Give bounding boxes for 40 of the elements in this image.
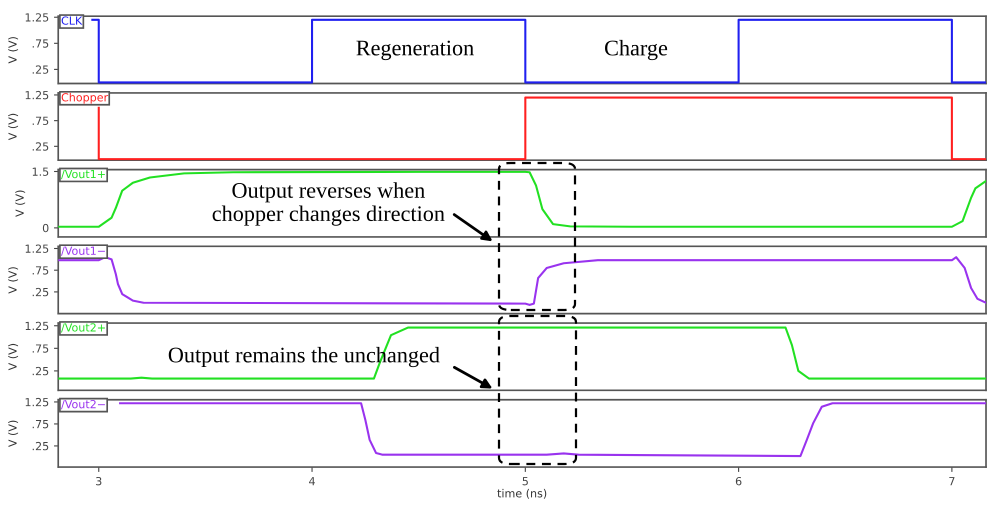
- y-axis-title: V (V): [8, 37, 18, 64]
- series-label: /Vout2−: [61, 400, 105, 410]
- y-tick-label: 1.25: [26, 90, 48, 100]
- y-tick-label: .25: [32, 65, 48, 74]
- y-tick-label: 0: [42, 224, 48, 232]
- x-tick-label: 3: [96, 476, 102, 486]
- y-tick-label: 1.25: [26, 322, 48, 330]
- y-tick-label: 1.25: [26, 244, 48, 253]
- y-tick-label: 1.25: [26, 398, 48, 406]
- y-tick-label: .75: [32, 420, 48, 428]
- annotation: Charge: [605, 40, 668, 60]
- series-label: /Vout1−: [61, 246, 105, 256]
- y-axis-title: V (V): [8, 420, 18, 448]
- series-label: Chopper: [62, 92, 108, 104]
- text: /Vout2+: [61, 323, 105, 333]
- annotation: Output reverses when chopper changes direction: [212, 182, 445, 226]
- annotation: Regeneration: [356, 40, 474, 60]
- series-label: CLK: [62, 16, 82, 25]
- y-axis-title: V (V): [8, 344, 18, 370]
- y-tick-label: .75: [32, 344, 48, 353]
- y-tick-label: .25: [32, 366, 48, 376]
- series-label: /Vout1+: [61, 170, 105, 180]
- y-axis-title: V (V): [8, 114, 18, 140]
- y-tick-label: .25: [32, 442, 48, 450]
- x-tick-label: 5: [522, 477, 528, 486]
- y-axis-title: V (V): [8, 267, 18, 294]
- x-axis-title: time (ns): [497, 488, 546, 499]
- y-tick-label: .75: [32, 39, 48, 48]
- line-series: [119, 402, 986, 458]
- y-tick-label: .75: [32, 266, 48, 275]
- y-axis-title: V (V): [15, 190, 26, 217]
- line-series: [58, 256, 986, 306]
- y-tick-label: .25: [32, 288, 48, 296]
- y-tick-label: 1.5: [32, 168, 48, 176]
- y-tick-label: .25: [32, 142, 48, 151]
- x-tick-label: 4: [309, 477, 315, 486]
- y-tick-label: 1.25: [26, 13, 48, 22]
- x-tick-label: 6: [736, 476, 742, 486]
- y-tick-label: .75: [32, 116, 48, 126]
- x-tick-label: 7: [949, 477, 954, 486]
